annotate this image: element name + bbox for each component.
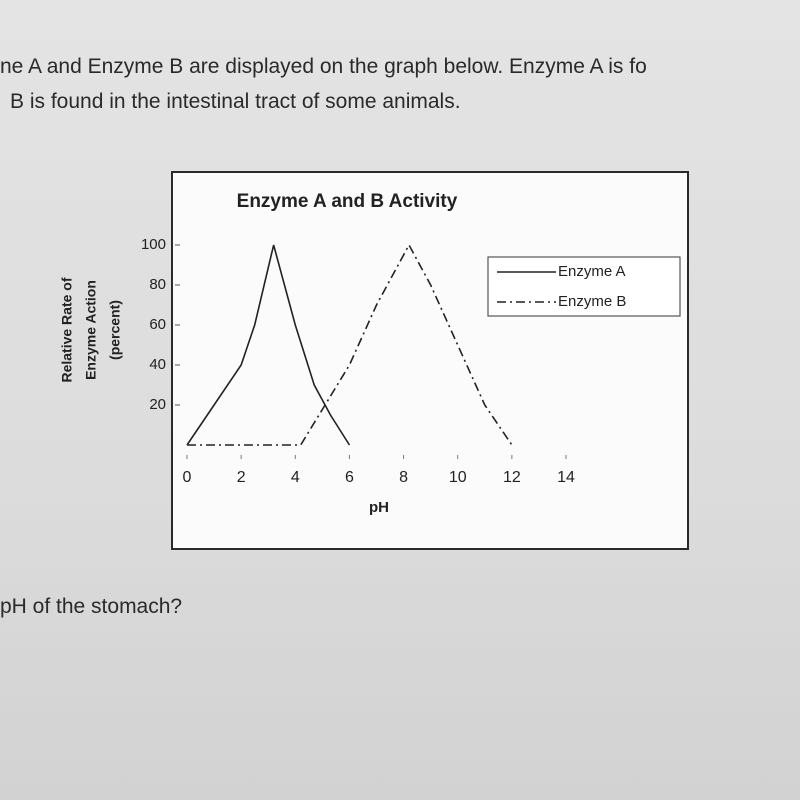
- x-tick-label: 4: [291, 469, 300, 486]
- chart-title: Enzyme A and B Activity: [237, 191, 458, 212]
- y-tick-label: 20: [149, 396, 166, 413]
- legend-label: Enzyme B: [558, 293, 626, 310]
- x-tick-label: 2: [237, 469, 246, 486]
- y-axis-label: Relative Rate of: [59, 277, 75, 382]
- question-text: pH of the stomach?: [0, 595, 183, 618]
- legend-box: [487, 256, 681, 317]
- x-tick-label: 0: [183, 469, 192, 486]
- y-axis-label: Enzyme Action: [83, 280, 99, 380]
- legend-label: Enzyme A: [558, 263, 626, 280]
- x-tick-label: 8: [399, 469, 408, 486]
- y-tick-label: 100: [141, 236, 166, 253]
- y-tick-label: 80: [149, 276, 166, 293]
- y-axis-label: (percent): [107, 300, 123, 360]
- x-axis-label: pH: [369, 499, 389, 516]
- question-text: ne A and Enzyme B are displayed on the g…: [0, 55, 647, 78]
- question-text: B is found in the intestinal tract of so…: [10, 90, 461, 113]
- x-tick-label: 6: [345, 469, 354, 486]
- chart-frame: [171, 171, 689, 550]
- x-tick-label: 14: [557, 469, 575, 486]
- y-tick-label: 40: [149, 356, 166, 373]
- series-line: [187, 243, 513, 446]
- y-tick-label: 60: [149, 316, 166, 333]
- x-tick-label: 12: [503, 469, 521, 486]
- x-tick-label: 10: [449, 469, 467, 486]
